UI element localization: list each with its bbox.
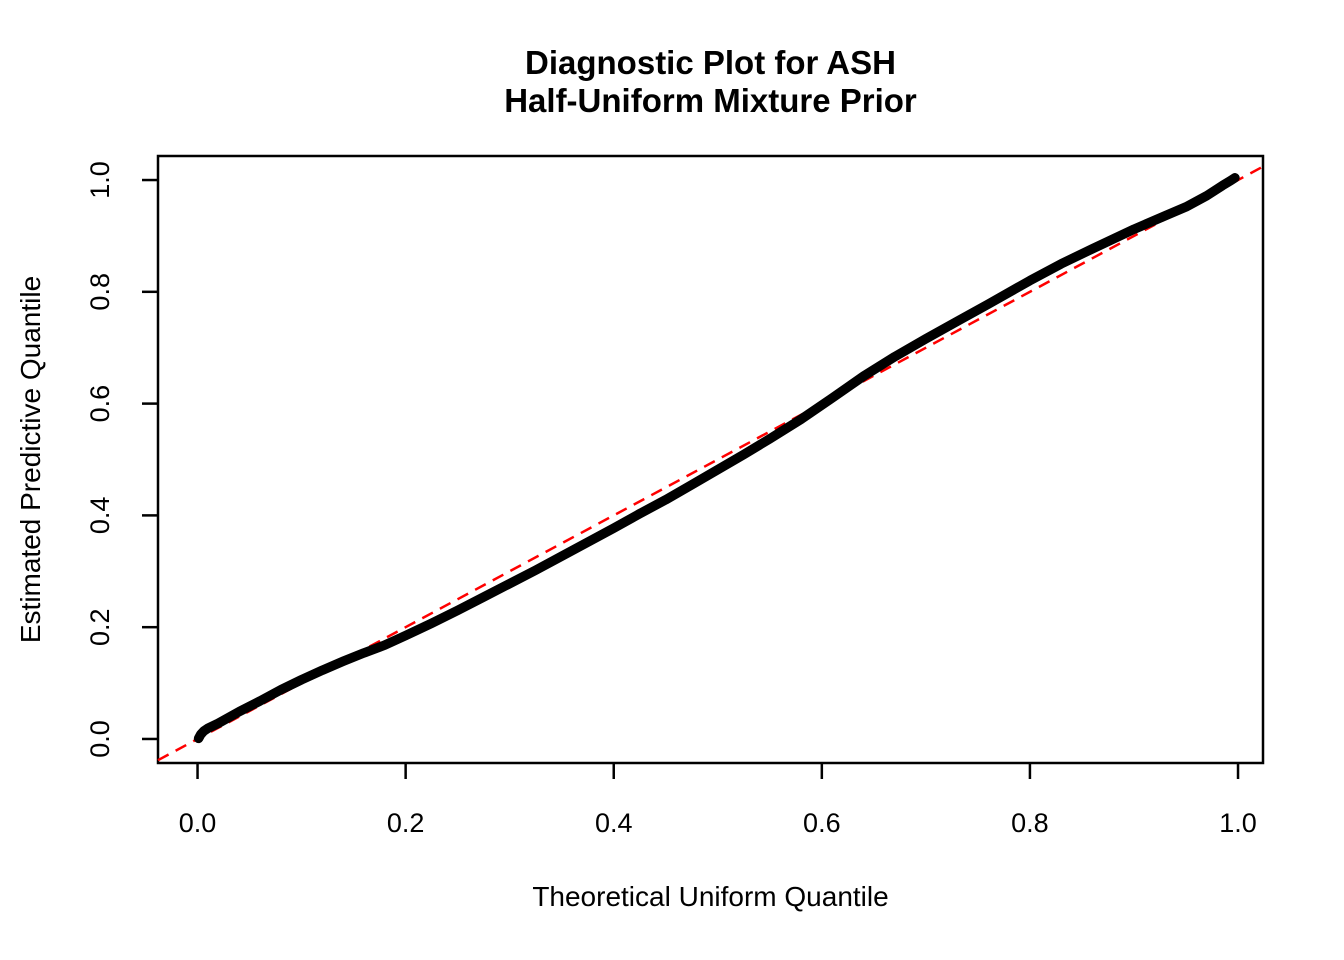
qq-curve bbox=[193, 173, 1240, 744]
x-tick-label: 0.2 bbox=[387, 808, 425, 838]
y-tick-label: 0.8 bbox=[85, 273, 115, 311]
plot-title-line1: Diagnostic Plot for ASH bbox=[525, 44, 896, 81]
x-axis-ticks bbox=[196, 763, 1240, 779]
y-tick-label: 0.2 bbox=[85, 608, 115, 646]
plot-title-line2: Half-Uniform Mixture Prior bbox=[504, 82, 917, 119]
x-tick-label: 0.4 bbox=[595, 808, 633, 838]
x-tick-label: 0.6 bbox=[803, 808, 841, 838]
y-tick-label: 0.6 bbox=[85, 385, 115, 423]
x-tick-label: 0.8 bbox=[1011, 808, 1049, 838]
x-tick-label: 0.0 bbox=[179, 808, 217, 838]
y-tick-label: 1.0 bbox=[85, 161, 115, 199]
plot-box bbox=[156, 154, 1265, 765]
y-axis-tick-labels: 0.0 0.2 0.4 0.6 0.8 1.0 bbox=[85, 161, 115, 758]
y-tick-label: 0.0 bbox=[85, 720, 115, 758]
y-axis-ticks bbox=[142, 178, 158, 741]
x-tick-label: 1.0 bbox=[1219, 808, 1257, 838]
y-tick-label: 0.4 bbox=[85, 497, 115, 535]
x-axis-label: Theoretical Uniform Quantile bbox=[532, 881, 888, 912]
x-axis-tick-labels: 0.0 0.2 0.4 0.6 0.8 1.0 bbox=[179, 808, 1257, 838]
y-axis-label: Estimated Predictive Quantile bbox=[15, 276, 46, 643]
